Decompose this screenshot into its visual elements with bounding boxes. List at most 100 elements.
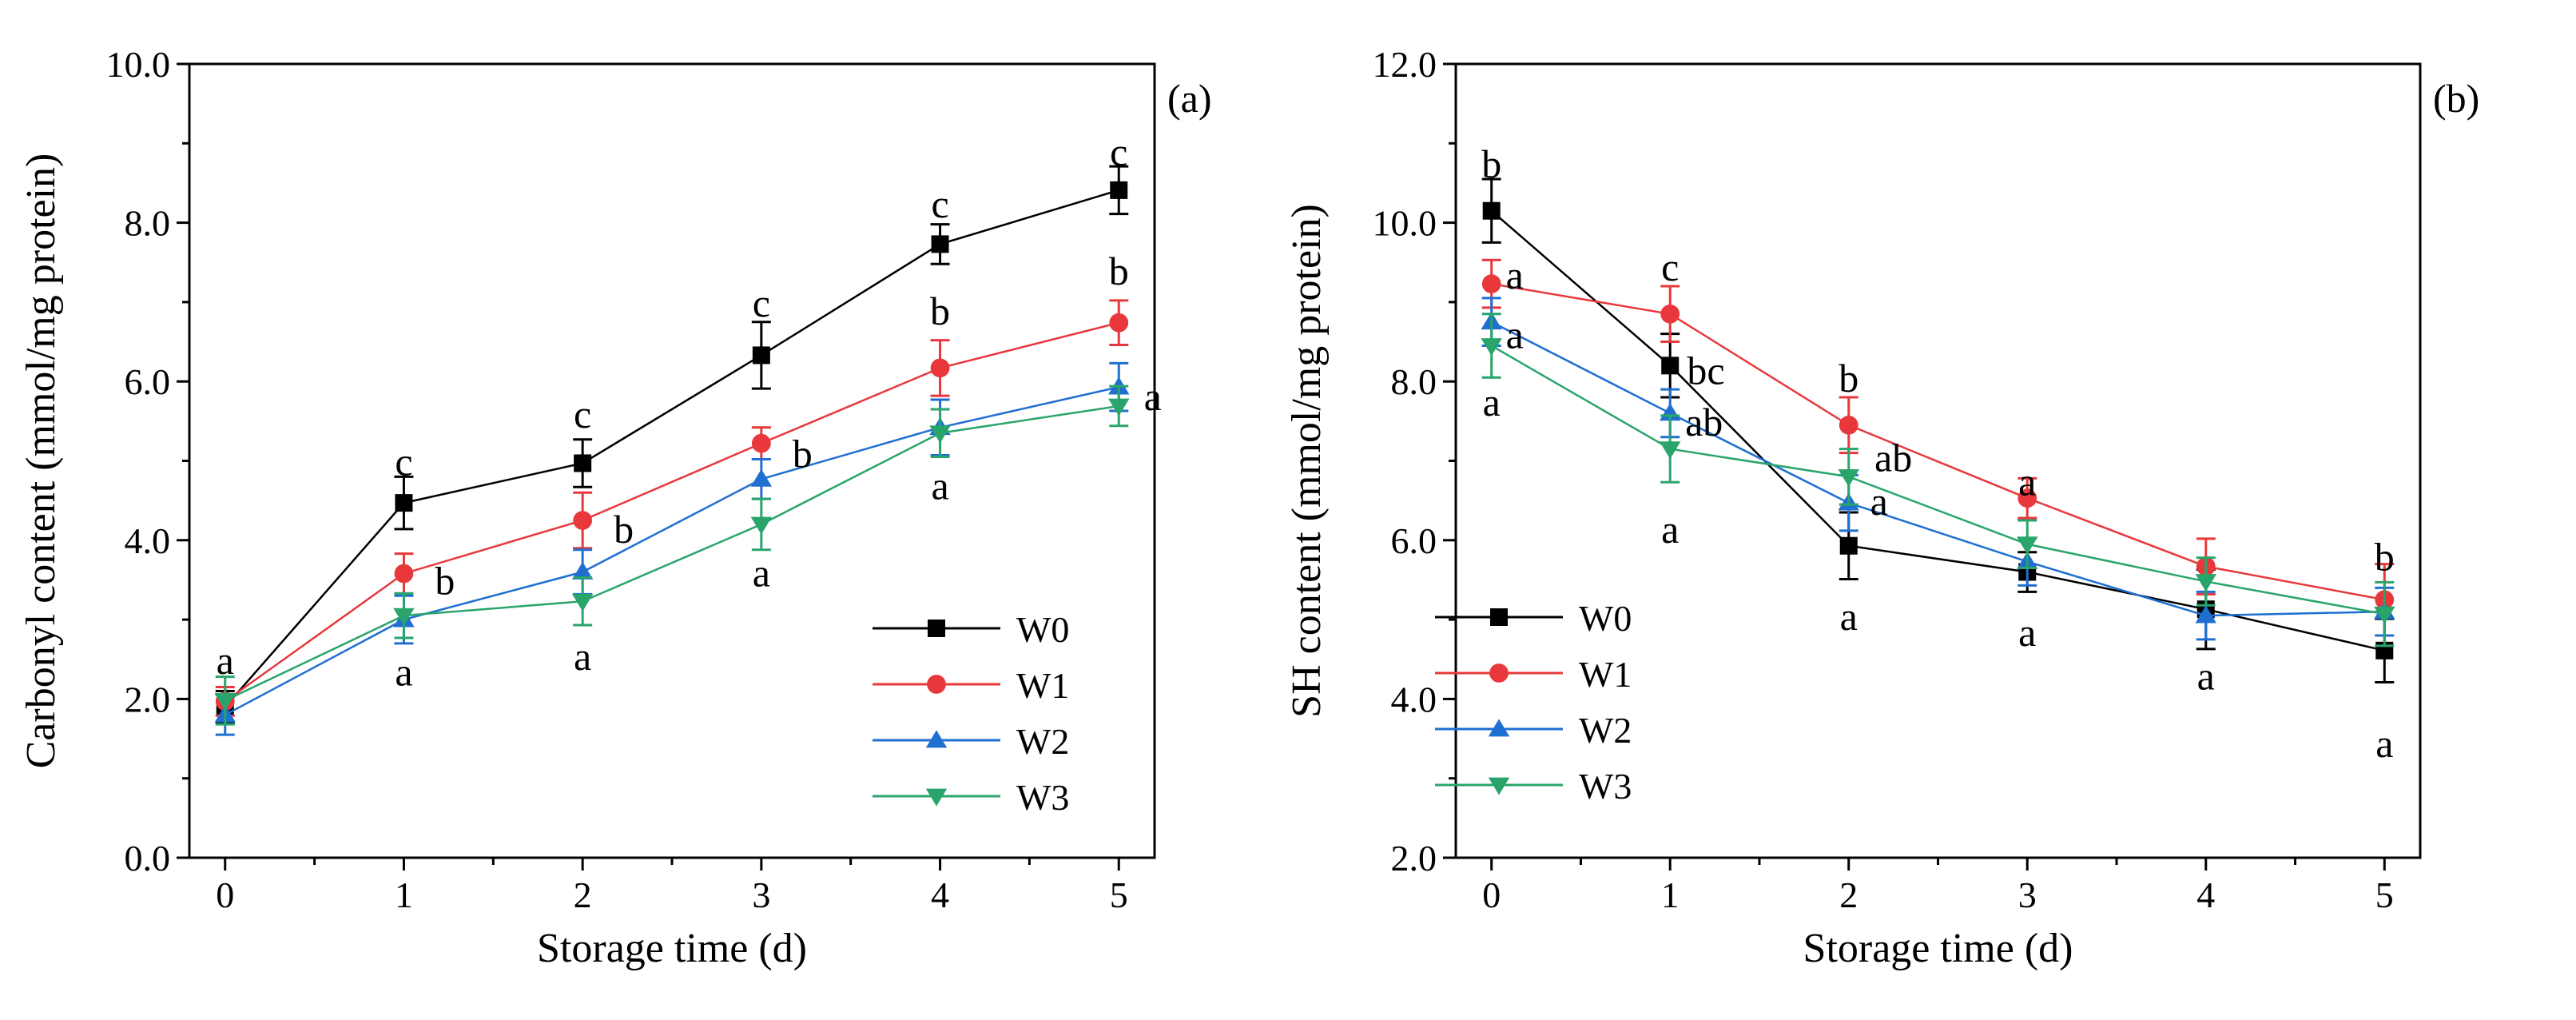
- significance-letter: bc: [1687, 348, 1724, 392]
- significance-letter: c: [1110, 129, 1127, 174]
- y-tick-label: 6.0: [125, 361, 171, 402]
- x-tick-label: 1: [395, 875, 413, 915]
- data-point: [930, 358, 950, 378]
- data-point: [1839, 536, 1858, 555]
- x-tick-label: 4: [2196, 875, 2215, 915]
- significance-letter: a: [2018, 610, 2036, 655]
- significance-letter: a: [1506, 313, 1524, 357]
- data-point: [1838, 469, 1859, 488]
- legend-marker: [1488, 719, 1510, 737]
- x-tick-label: 2: [574, 875, 592, 915]
- data-point: [574, 454, 592, 472]
- significance-letter: a: [1870, 479, 1888, 524]
- y-tick-label: 10.0: [1373, 203, 1437, 244]
- significance-letter: b: [435, 558, 455, 603]
- y-tick-label: 8.0: [125, 203, 171, 244]
- series-line: [1491, 345, 2385, 616]
- legend-label: W0: [1579, 598, 1632, 639]
- x-axis-title: Storage time (d): [537, 926, 807, 971]
- y-tick-label: 4.0: [125, 520, 171, 561]
- significance-letter: b: [1839, 356, 1858, 400]
- significance-letter: c: [1661, 245, 1679, 289]
- x-tick-label: 2: [1839, 875, 1858, 915]
- chart-panel-2: 2.0 4.0 6.0 8.0 10.0 12.0 0 1 2 3 4 5 Storage time (…: [1284, 44, 2479, 971]
- data-point: [931, 235, 949, 253]
- data-point: [393, 608, 415, 626]
- legend-marker: [1488, 777, 1510, 795]
- legend-label: W1: [1016, 665, 1069, 706]
- data-point: [752, 346, 770, 365]
- legend-marker: [925, 788, 948, 807]
- significance-letter: a: [217, 638, 234, 683]
- data-point: [395, 494, 413, 512]
- y-axis-title: SH content (mmol/mg protein): [1284, 204, 1330, 718]
- data-point: [2017, 488, 2037, 508]
- data-point: [1660, 441, 1681, 460]
- panel-label: (a): [1167, 76, 1212, 121]
- data-point: [2195, 605, 2216, 624]
- data-point: [571, 593, 594, 612]
- data-point: [394, 564, 414, 584]
- data-point: [2195, 574, 2216, 592]
- legend: W0 W1 W2 W3: [1435, 598, 1632, 807]
- significance-letter: b: [930, 289, 950, 333]
- y-tick-label: 10.0: [106, 44, 171, 85]
- data-point: [2374, 606, 2395, 624]
- significance-letter: c: [395, 440, 412, 484]
- data-point: [751, 433, 771, 453]
- series-line: [1491, 282, 2385, 601]
- y-tick-label: 0.0: [125, 838, 171, 879]
- data-point: [571, 561, 594, 580]
- data-point: [750, 516, 773, 535]
- significance-letter: c: [931, 181, 948, 226]
- x-tick-label: 1: [1661, 875, 1680, 915]
- x-tick-label: 0: [216, 875, 234, 915]
- significance-letter: a: [1661, 507, 1679, 552]
- y-tick-label: 2.0: [1391, 838, 1437, 879]
- data-point: [1109, 313, 1129, 333]
- significance-letter: b: [1481, 141, 1501, 186]
- significance-letter: a: [395, 650, 412, 695]
- x-axis-title: Storage time (d): [1803, 926, 2073, 971]
- x-tick-label: 5: [1110, 875, 1128, 915]
- plot-frame: [188, 62, 1156, 859]
- significance-letter: a: [2375, 721, 2393, 766]
- legend: W0 W1 W2 W3: [873, 609, 1069, 818]
- x-tick-label: 0: [1482, 875, 1501, 915]
- legend-label: W3: [1579, 766, 1632, 807]
- significance-letter: a: [1144, 374, 1162, 419]
- chart-panel-1: 0.0 2.0 4.0 6.0 8.0 10.0 0 1 2 3 4 5 Storage time (d…: [18, 44, 1212, 971]
- legend-marker: [1489, 663, 1509, 683]
- significance-letter: b: [2375, 535, 2395, 580]
- y-tick-label: 6.0: [1391, 520, 1437, 561]
- legend-marker: [927, 675, 946, 694]
- series-line: [224, 189, 1119, 708]
- legend-marker: [925, 730, 948, 748]
- series-W1: [215, 299, 1129, 717]
- legend-label: W3: [1016, 777, 1069, 818]
- data-point: [750, 468, 773, 487]
- series-W3: [1481, 313, 2395, 647]
- series-W1: [1481, 258, 2395, 637]
- data-point: [1481, 274, 1501, 293]
- series-W3: [214, 384, 1130, 726]
- legend-label: W2: [1016, 721, 1069, 762]
- series-line: [225, 404, 1119, 702]
- data-point: [214, 693, 236, 711]
- data-point: [1481, 338, 1502, 357]
- significance-letter: c: [574, 392, 591, 436]
- data-point: [1110, 181, 1128, 199]
- significance-letter: a: [1840, 594, 1858, 639]
- series-line: [225, 321, 1119, 703]
- y-tick-label: 2.0: [125, 679, 171, 719]
- legend-label: W0: [1016, 609, 1069, 650]
- x-tick-label: 4: [931, 875, 949, 915]
- y-tick-label: 12.0: [1373, 44, 1437, 85]
- legend-marker: [1490, 608, 1508, 626]
- significance-letter: a: [931, 463, 948, 508]
- significance-letter: b: [614, 507, 634, 552]
- data-point: [1661, 357, 1680, 375]
- data-point: [1660, 304, 1680, 324]
- significance-letter: a: [2018, 459, 2036, 504]
